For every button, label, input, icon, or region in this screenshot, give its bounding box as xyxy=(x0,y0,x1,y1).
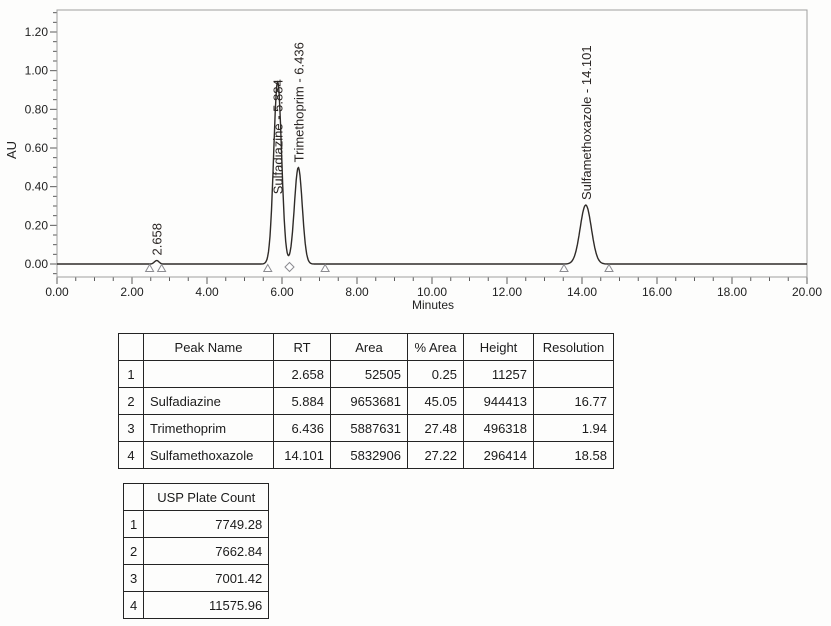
peak-results-table: Peak Name RT Area% Area Height Resolution 1 2.… xyxy=(118,333,614,469)
column-header: Height xyxy=(463,333,534,361)
table-cell: 3 xyxy=(118,414,144,442)
y-tick-label: 1.00 xyxy=(25,64,49,78)
x-tick-label: 20.00 xyxy=(792,285,822,299)
y-tick-label: 0.00 xyxy=(25,257,49,271)
table-cell: 1 xyxy=(122,510,145,538)
table-cell: Trimethoprim xyxy=(143,414,274,442)
peak-boundary-triangle-marker xyxy=(156,263,167,272)
table-row: 4 Sulfamethoxazole 14.101 5832906 27.22 29641… xyxy=(118,441,614,469)
table-cell: 944413 xyxy=(463,387,534,415)
y-tick-label: 0.20 xyxy=(25,218,49,232)
column-header: % Area xyxy=(407,333,464,361)
y-tick-label: 0.60 xyxy=(25,141,49,155)
table-cell: 1 xyxy=(118,360,144,388)
x-tick-label: 10.00 xyxy=(417,285,447,299)
peak-boundary-triangle-marker xyxy=(320,263,330,272)
table-row: 3 Trimethoprim 6.436 5887631 27.48 496318 1.94 xyxy=(118,414,614,442)
table-cell: 4 xyxy=(118,441,144,469)
table-cell: 296414 xyxy=(463,441,534,469)
table-row: 4 11575.96 xyxy=(122,591,270,619)
table-row: 3 7001.42 xyxy=(122,564,270,592)
table-cell xyxy=(533,360,614,388)
table-row: 1 2.658 52505 0.25 11257 xyxy=(118,360,614,388)
valley-diamond-marker xyxy=(284,261,295,273)
column-header: Peak Name xyxy=(143,333,274,361)
table-cell: 7001.42 xyxy=(143,564,270,592)
table-cell: 4 xyxy=(122,591,145,619)
table-cell: 9653681 xyxy=(330,387,408,415)
table-cell: 7749.28 xyxy=(143,510,270,538)
table-cell: 5832906 xyxy=(330,441,408,469)
x-tick-label: 14.00 xyxy=(567,285,597,299)
table-cell: 2 xyxy=(118,387,144,415)
table-cell: 496318 xyxy=(463,414,534,442)
table-header-row: Peak Name RT Area% Area Height Resolution xyxy=(118,333,614,361)
table-cell: 11575.96 xyxy=(143,591,270,619)
table-row: 2 7662.84 xyxy=(122,537,270,565)
column-header: Area xyxy=(330,333,408,361)
table-cell: 52505 xyxy=(330,360,408,388)
table-cell: 7662.84 xyxy=(143,537,270,565)
x-tick-label: 18.00 xyxy=(717,285,747,299)
peak-boundary-triangle-marker xyxy=(262,263,273,272)
table-cell: 27.48 xyxy=(407,414,464,442)
x-tick-label: 2.00 xyxy=(120,285,144,299)
table-cell: 45.05 xyxy=(407,387,464,415)
y-tick-label: 0.40 xyxy=(25,180,49,194)
column-header xyxy=(118,333,144,361)
table-cell: 5887631 xyxy=(330,414,408,442)
table-cell: 2 xyxy=(122,537,145,565)
table-cell: 27.22 xyxy=(407,441,464,469)
x-tick-label: 0.00 xyxy=(45,285,69,299)
column-header: RT xyxy=(273,333,331,361)
table-cell: 6.436 xyxy=(273,414,331,442)
x-tick-label: 16.00 xyxy=(642,285,672,299)
table-cell: 16.77 xyxy=(533,387,614,415)
column-header xyxy=(122,483,145,511)
y-tick-label: 0.80 xyxy=(25,102,49,116)
table-cell: 2.658 xyxy=(273,360,331,388)
y-tick-label: 1.20 xyxy=(25,25,49,39)
column-header: USP Plate Count xyxy=(143,483,270,511)
chromatogram-svg: 0.00 2.00 4.00 6.00 8.00 10.00 12.00 14.00 16.00… xyxy=(4,9,822,312)
chromatogram-chart: 0.00 2.00 4.00 6.00 8.00 10.00 12.00 14.00 16.00… xyxy=(4,9,822,312)
table-cell: 14.101 xyxy=(273,441,331,469)
table-cell: 1.94 xyxy=(533,414,614,442)
peak-label: Trimethoprim - 6.436 xyxy=(291,42,306,162)
usp-plate-count-table: USP Plate Count 1 7749.28 2 7662.84 3 7001.42 4… xyxy=(122,483,270,619)
x-tick-label: 6.00 xyxy=(270,285,294,299)
peak-label: Sulfadiazine - 5.884 xyxy=(271,79,286,194)
table-cell: 5.884 xyxy=(273,387,331,415)
peak-boundary-triangle-marker xyxy=(604,263,614,272)
x-tick-label: 4.00 xyxy=(195,285,219,299)
x-tick-label: 12.00 xyxy=(492,285,522,299)
column-header: Resolution xyxy=(533,333,614,361)
table-cell: Sulfamethoxazole xyxy=(143,441,274,469)
chromatogram-trace xyxy=(57,80,807,265)
peak-label: Sulfamethoxazole - 14.101 xyxy=(579,45,594,200)
table-row: 2 Sulfadiazine 5.884 9653681 45.05 944413 16.7… xyxy=(118,387,614,415)
peak-boundary-triangle-marker xyxy=(559,263,569,272)
y-axis-title: AU xyxy=(4,141,19,159)
peak-label: 2.658 xyxy=(150,223,165,256)
plot-area-border xyxy=(56,9,808,278)
table-header-row: USP Plate Count xyxy=(122,483,270,511)
peak-boundary-triangle-marker xyxy=(144,263,155,272)
table-row: 1 7749.28 xyxy=(122,510,270,538)
table-cell: 3 xyxy=(122,564,145,592)
table-cell: 18.58 xyxy=(533,441,614,469)
x-tick-label: 8.00 xyxy=(345,285,369,299)
table-cell xyxy=(143,360,274,388)
table-cell: 11257 xyxy=(463,360,534,388)
table-cell: 0.25 xyxy=(407,360,464,388)
x-axis-title: Minutes xyxy=(412,298,454,312)
table-cell: Sulfadiazine xyxy=(143,387,274,415)
